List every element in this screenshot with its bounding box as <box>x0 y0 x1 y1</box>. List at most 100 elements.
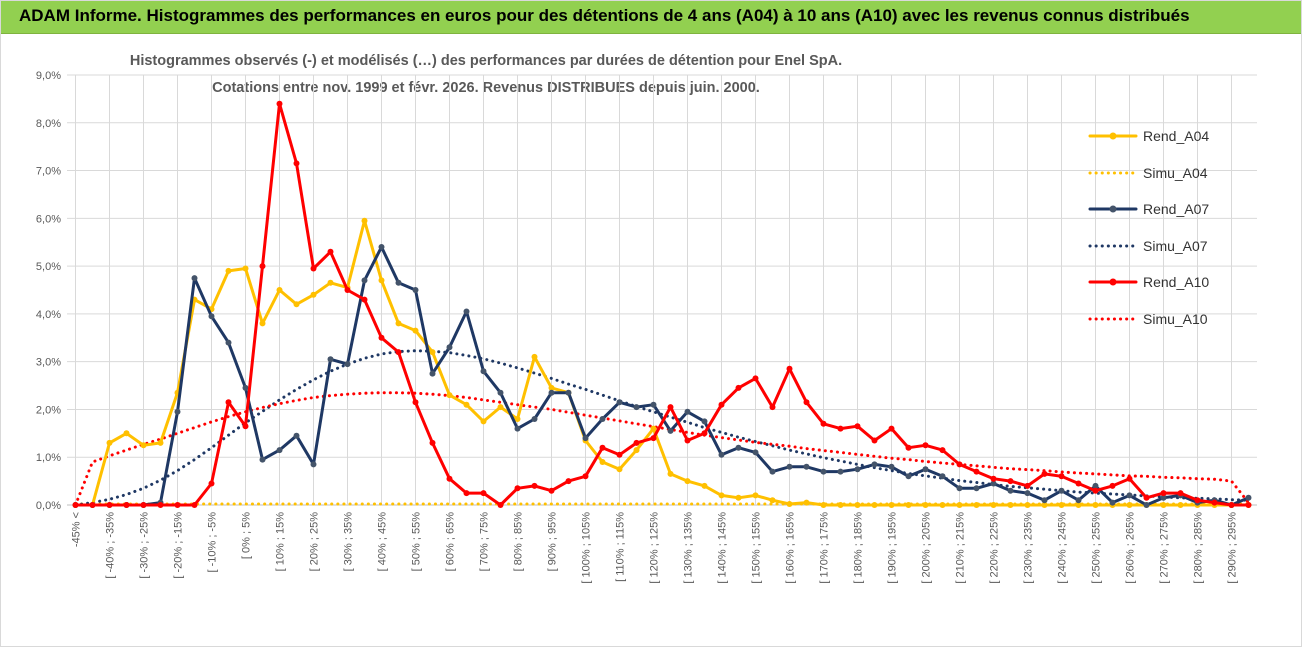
data-point <box>174 408 181 415</box>
x-tick-label: [ 70% ; 75% <box>479 512 491 572</box>
data-point <box>1143 494 1150 501</box>
series-simu-a07 <box>74 349 1250 507</box>
data-point <box>803 499 810 506</box>
data-point <box>735 494 742 501</box>
data-point <box>293 301 300 308</box>
data-point <box>1092 487 1099 494</box>
y-axis-ticks: 0,0% 1,0% 2,0% 3,0% 4,0% 5,0% 6,0% 7,0% 8,0% 9,0% <box>36 70 61 512</box>
data-point <box>242 265 249 272</box>
data-point <box>531 416 538 422</box>
series-line <box>74 219 1250 507</box>
data-point <box>565 478 572 485</box>
legend-item-simu-a07: Simu_A07 <box>1073 238 1263 275</box>
data-point <box>259 456 266 463</box>
data-point <box>344 287 351 293</box>
x-tick-label: [ 60% ; 65% <box>445 512 457 572</box>
data-point <box>446 344 453 351</box>
data-point <box>242 384 249 391</box>
data-point <box>191 275 198 282</box>
data-point <box>361 217 368 224</box>
data-point <box>140 442 147 449</box>
data-point <box>871 502 878 508</box>
data-point <box>1007 502 1014 508</box>
data-point <box>1160 490 1167 497</box>
x-tick-label: -45% < <box>71 512 83 547</box>
data-point <box>327 248 334 255</box>
x-tick-label: [ 100% ; 105% <box>581 512 593 584</box>
data-point <box>514 416 521 422</box>
x-tick-label: [ 280% ; 285% <box>1193 512 1205 584</box>
data-point <box>123 430 130 437</box>
data-point <box>1075 497 1082 504</box>
data-point <box>769 404 776 411</box>
x-tick-label: [ 250% ; 255% <box>1091 512 1103 584</box>
data-point <box>939 502 946 508</box>
data-point <box>1143 502 1150 508</box>
data-point <box>225 267 232 274</box>
data-point <box>820 420 827 427</box>
data-point <box>327 356 334 363</box>
data-point <box>565 389 572 396</box>
data-point <box>208 480 215 487</box>
data-point <box>1177 490 1184 497</box>
series-line <box>74 391 1250 507</box>
data-point <box>480 418 487 425</box>
x-tick-label: [ 200% ; 205% <box>921 512 933 584</box>
data-point <box>718 451 725 458</box>
x-tick-label: [ 0% ; 5% <box>241 512 253 559</box>
series-line <box>74 349 1250 507</box>
data-point <box>616 451 623 458</box>
data-point <box>752 449 759 456</box>
data-point <box>599 459 606 465</box>
y-tick-label: 6,0% <box>36 213 61 225</box>
data-point <box>310 291 317 298</box>
data-point <box>463 308 470 315</box>
data-point <box>157 502 164 508</box>
data-point <box>72 502 79 508</box>
y-tick-label: 1,0% <box>36 452 61 464</box>
y-tick-label: 0,0% <box>36 500 61 512</box>
data-point <box>259 320 266 327</box>
x-tick-label: [ 180% ; 185% <box>853 512 865 584</box>
legend-swatch <box>1088 278 1138 286</box>
legend-item-rend-a10: Rend_A10 <box>1073 274 1263 311</box>
x-tick-label: [ 150% ; 155% <box>751 512 763 584</box>
data-point <box>327 279 334 286</box>
series-layer <box>72 100 1252 508</box>
y-tick-label: 8,0% <box>36 118 61 130</box>
legend-item-simu-a10: Simu_A10 <box>1073 311 1263 348</box>
data-point <box>854 466 861 473</box>
data-point <box>1058 502 1065 508</box>
data-point <box>990 480 997 487</box>
y-tick-label: 2,0% <box>36 404 61 416</box>
data-point <box>208 313 215 320</box>
data-point <box>1092 502 1099 508</box>
x-tick-label: [ 10% ; 15% <box>275 512 287 572</box>
data-point <box>667 427 674 434</box>
data-point <box>1177 502 1184 508</box>
banner: ADAM Informe. Histogrammes des performan… <box>1 1 1301 34</box>
data-point <box>310 461 317 468</box>
data-point <box>973 485 980 492</box>
data-point <box>191 502 198 508</box>
data-point <box>361 296 368 303</box>
data-point <box>1041 502 1048 508</box>
data-point <box>1024 482 1031 489</box>
legend-label: Simu_A04 <box>1143 164 1208 181</box>
series-rend-a04 <box>72 217 1252 508</box>
data-point <box>395 279 402 286</box>
data-point <box>820 502 827 508</box>
legend-swatch <box>1088 171 1138 174</box>
data-point <box>1058 473 1065 480</box>
data-point <box>786 365 793 372</box>
data-point <box>293 160 300 167</box>
data-point <box>599 416 606 422</box>
data-point <box>650 401 657 408</box>
data-point <box>718 401 725 408</box>
data-point <box>735 384 742 391</box>
x-tick-label: [ 270% ; 275% <box>1159 512 1171 584</box>
data-point <box>395 320 402 327</box>
x-tick-label: [ 220% ; 225% <box>989 512 1001 584</box>
data-point <box>123 502 130 508</box>
data-point <box>429 439 436 446</box>
